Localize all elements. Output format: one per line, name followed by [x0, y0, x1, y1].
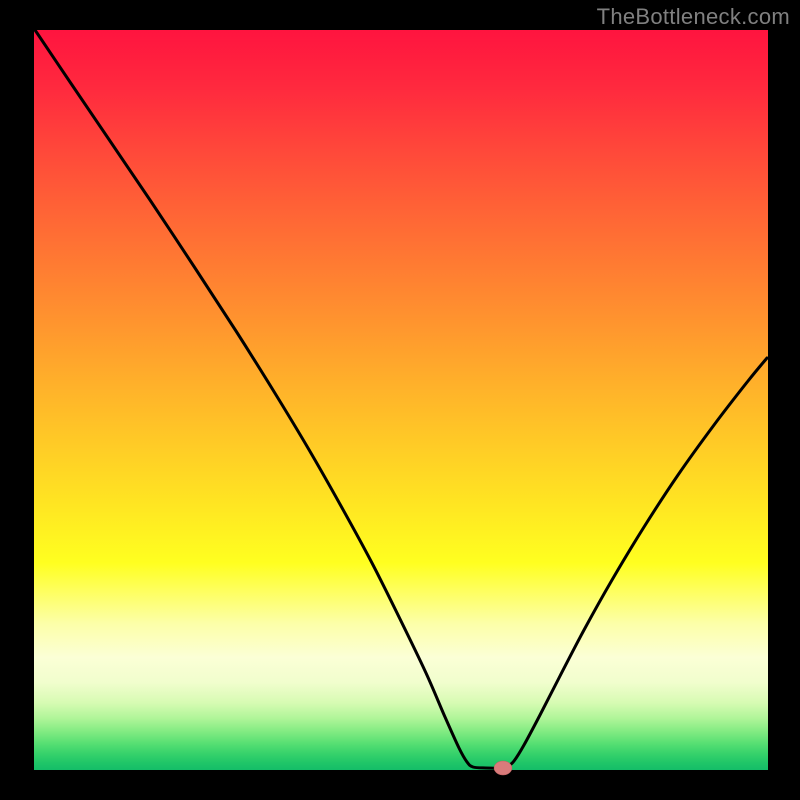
optimal-marker	[494, 761, 512, 775]
watermark-text: TheBottleneck.com	[597, 4, 790, 30]
bottleneck-chart	[0, 0, 800, 800]
plot-area	[34, 30, 768, 770]
